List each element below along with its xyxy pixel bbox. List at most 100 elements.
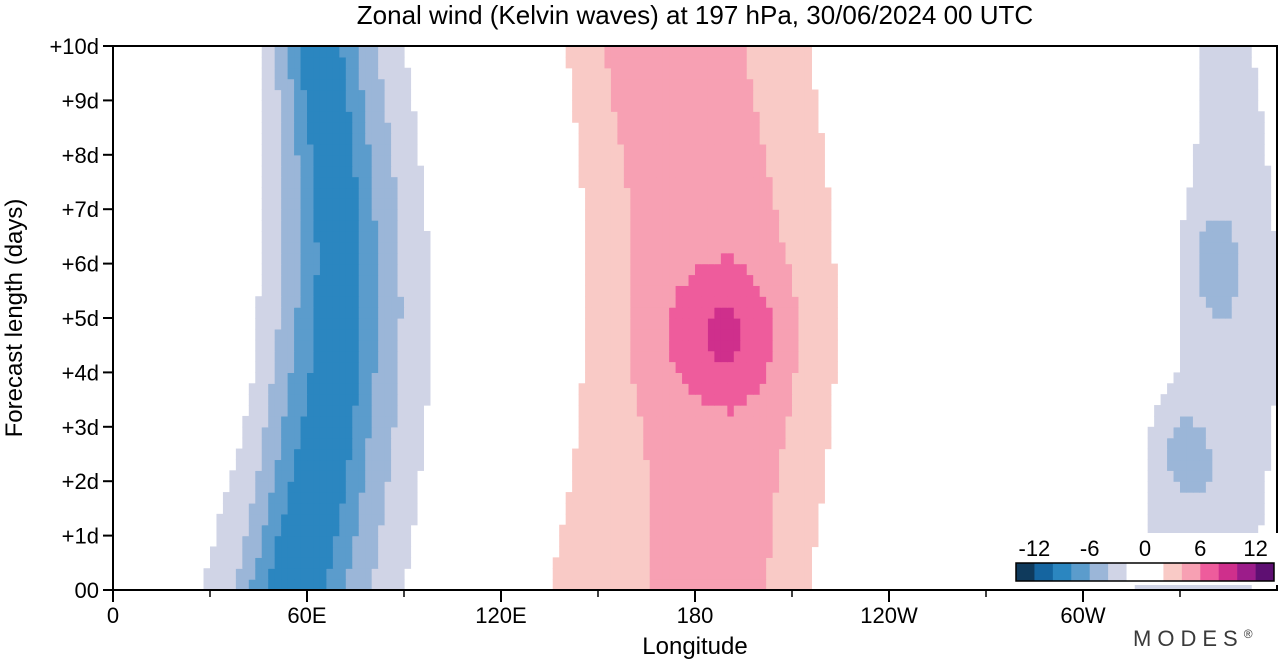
contour-cell [255, 296, 263, 308]
contour-cell [268, 111, 276, 123]
contour-cell [792, 557, 800, 569]
contour-cell [604, 579, 612, 590]
contour-cell [643, 187, 651, 199]
contour-cell [274, 426, 282, 439]
contour-cell [610, 198, 618, 210]
contour-cell [268, 252, 276, 265]
contour-cell [352, 89, 360, 101]
contour-cell [281, 372, 289, 384]
contour-cell [404, 415, 412, 428]
contour-cell [1192, 252, 1200, 265]
contour-cell [785, 307, 793, 319]
contour-cell [313, 426, 321, 439]
contour-cell [1264, 448, 1272, 461]
contour-cell [319, 100, 327, 112]
contour-cell [779, 383, 787, 395]
contour-cell [345, 535, 353, 548]
contour-cell [378, 100, 386, 112]
contour-cell [345, 405, 353, 417]
contour-cell [662, 481, 670, 493]
contour-cell [216, 546, 224, 558]
contour-cell [274, 502, 282, 515]
contour-cell [365, 448, 373, 461]
contour-cell [391, 241, 399, 254]
contour-cell [319, 481, 327, 493]
contour-cell [384, 154, 392, 167]
contour-cell [824, 350, 832, 363]
contour-cell [598, 187, 606, 199]
contour-cell [294, 122, 302, 134]
contour-cell [617, 187, 625, 199]
contour-cell [688, 67, 696, 80]
contour-cell [307, 437, 315, 450]
contour-cell [203, 568, 211, 580]
contour-cell [759, 263, 767, 276]
contour-cell [792, 405, 800, 417]
contour-cell [1251, 274, 1259, 286]
contour-cell [578, 154, 586, 167]
contour-cell [1251, 165, 1259, 178]
contour-cell [1251, 209, 1259, 221]
contour-cell [1264, 372, 1272, 384]
contour-cell [313, 187, 321, 199]
contour-cell [1225, 78, 1233, 91]
contour-cell [326, 350, 334, 363]
contour-cell [268, 100, 276, 112]
contour-cell [332, 502, 340, 515]
contour-cell [222, 546, 230, 558]
contour-cell [307, 492, 315, 504]
contour-cell [229, 535, 237, 548]
contour-cell [1147, 470, 1155, 482]
contour-cell [1199, 176, 1207, 189]
contour-cell [261, 241, 269, 254]
contour-cell [623, 263, 631, 276]
contour-cell [656, 154, 664, 167]
contour-cell [332, 415, 340, 428]
contour-cell [397, 350, 405, 363]
contour-cell [332, 274, 340, 286]
contour-cell [410, 122, 418, 134]
contour-cell [669, 187, 677, 199]
contour-cell [287, 285, 295, 297]
contour-cell [688, 165, 696, 178]
contour-cell [720, 579, 728, 590]
contour-cell [792, 524, 800, 537]
contour-cell [358, 502, 366, 515]
contour-cell [1231, 318, 1239, 330]
contour-cell [707, 133, 715, 145]
contour-cell [617, 481, 625, 493]
contour-cell [643, 513, 651, 526]
contour-cell [294, 524, 302, 537]
contour-cell [371, 437, 379, 450]
contour-cell [261, 176, 269, 189]
contour-cell [585, 111, 593, 123]
contour-cell [1231, 230, 1239, 243]
contour-cell [623, 198, 631, 210]
contour-cell [1225, 372, 1233, 384]
contour-cell [397, 372, 405, 384]
contour-cell [656, 263, 664, 276]
contour-cell [688, 241, 696, 254]
contour-cell [643, 568, 651, 580]
contour-cell [1186, 459, 1194, 471]
contour-cell [817, 470, 825, 482]
contour-cell [565, 546, 573, 558]
contour-cell [598, 568, 606, 580]
contour-cell [714, 143, 722, 156]
contour-cell [572, 492, 580, 504]
contour-cell [300, 568, 308, 580]
contour-cell [1231, 513, 1239, 526]
contour-cell [623, 285, 631, 297]
contour-cell [610, 122, 618, 134]
contour-cell [1199, 470, 1207, 482]
contour-cell [332, 339, 340, 352]
contour-cell [746, 459, 754, 471]
contour-cell [656, 56, 664, 69]
contour-cell [643, 209, 651, 221]
contour-cell [274, 513, 282, 526]
contour-cell [604, 459, 612, 471]
contour-cell [274, 383, 282, 395]
contour-cell [662, 579, 670, 590]
contour-cell [630, 394, 638, 406]
contour-cell [248, 415, 256, 428]
